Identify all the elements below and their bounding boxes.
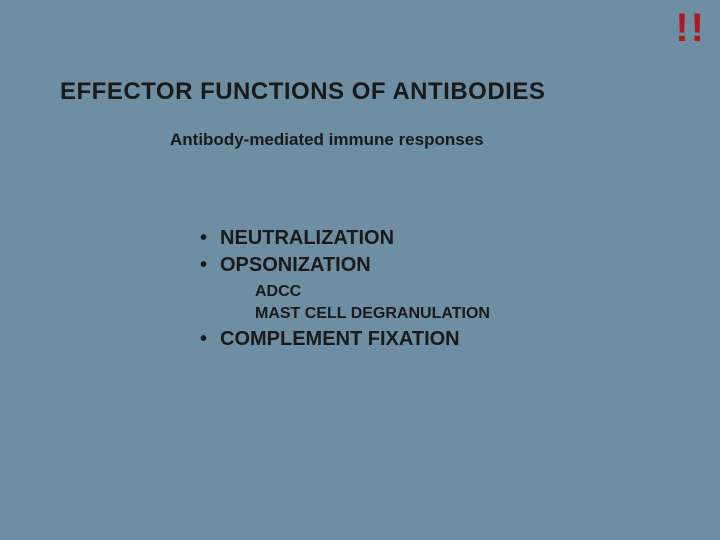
slide-subtitle: Antibody-mediated immune responses	[170, 130, 484, 150]
slide-title: EFFECTOR FUNCTIONS OF ANTIBODIES	[60, 78, 545, 106]
title-text: EFFECTOR FUNCTIONS OF ANTIBODIES	[60, 78, 545, 105]
bullet-dot-icon: •	[200, 225, 220, 252]
bullet-label: COMPLEMENT FIXATION	[220, 326, 460, 353]
sub-bullet-label: MAST CELL DEGRANULATION	[255, 305, 490, 322]
subtitle-text: Antibody-mediated immune responses	[170, 130, 484, 149]
bullet-dot-icon: •	[200, 326, 220, 353]
bullet-list: • NEUTRALIZATION • OPSONIZATION ADCC MAS…	[200, 225, 660, 353]
bullet-label: OPSONIZATION	[220, 252, 371, 279]
bullet-item: • OPSONIZATION	[200, 252, 660, 279]
sub-bullet-label: ADCC	[255, 283, 301, 300]
sub-bullet-item: MAST CELL DEGRANULATION	[255, 303, 660, 325]
bullet-dot-icon: •	[200, 252, 220, 279]
slide: !! EFFECTOR FUNCTIONS OF ANTIBODIES Anti…	[0, 0, 720, 540]
bullet-label: NEUTRALIZATION	[220, 225, 394, 252]
bullet-item: • COMPLEMENT FIXATION	[200, 326, 660, 353]
sub-bullet-list: ADCC MAST CELL DEGRANULATION	[255, 281, 660, 324]
sub-bullet-item: ADCC	[255, 281, 660, 303]
emphasis-text: !!	[675, 6, 706, 50]
emphasis-marker: !!	[675, 6, 706, 51]
bullet-item: • NEUTRALIZATION	[200, 225, 660, 252]
